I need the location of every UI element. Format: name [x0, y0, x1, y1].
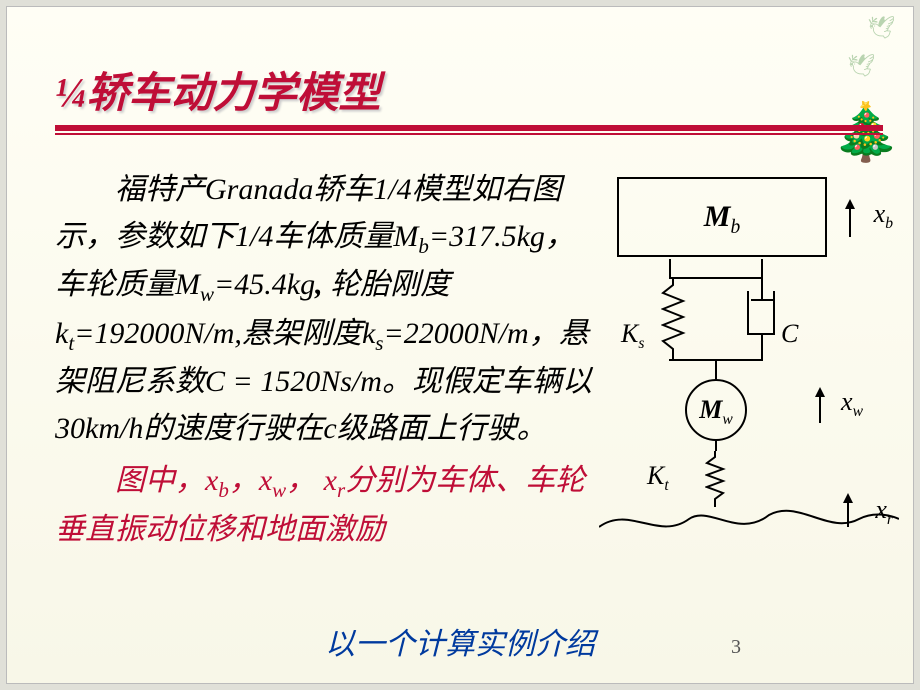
- dove-icon: 🕊: [847, 53, 875, 79]
- arrow-xw: [819, 395, 821, 423]
- conn-line: [761, 259, 763, 277]
- wheel-mass: Mw: [685, 379, 747, 441]
- arrow-xb: [849, 207, 851, 237]
- conn-line: [669, 259, 671, 277]
- label-xr: xr: [875, 495, 893, 529]
- road-profile: [599, 499, 899, 549]
- red-note-prefix: 图中，: [115, 464, 205, 497]
- dove-icon: 🕊: [867, 15, 895, 41]
- damper-cylinder: [747, 291, 775, 335]
- body-mass-box: Mb: [617, 177, 827, 257]
- label-kt: Kt: [647, 461, 669, 495]
- page-number: 3: [731, 636, 741, 659]
- conn-line: [715, 441, 717, 451]
- label-xb: xb: [874, 199, 893, 233]
- spring-ks: [661, 277, 691, 359]
- quarter-car-diagram: Mb xb Ks C Mw xw Kt: [599, 169, 899, 561]
- damper-rod: [761, 335, 763, 359]
- logo: 🕊 🕊 🎄: [821, 13, 901, 173]
- slide: 🕊 🕊 🎄 ¼轿车动力学模型 福特产Granada轿车1/4模型如右图示，参数如…: [6, 6, 914, 684]
- paragraph: 福特产Granada轿车1/4模型如右图示，参数如下1/4车体质量Mb=317.…: [55, 167, 603, 452]
- arrow-xr: [847, 501, 849, 527]
- body-text: 福特产Granada轿车1/4模型如右图示，参数如下1/4车体质量Mb=317.…: [55, 167, 603, 567]
- label-c: C: [781, 319, 798, 349]
- footer-note: 以一个计算实例介绍: [7, 619, 913, 663]
- slide-title: ¼轿车动力学模型: [55, 59, 381, 120]
- conn-line: [715, 359, 717, 379]
- label-ks: Ks: [621, 319, 644, 353]
- title-underline: [55, 125, 883, 135]
- red-note: 图中，xb，xw， xr分别为车体、车轮垂直振动位移和地面激励: [55, 458, 603, 553]
- label-xw: xw: [841, 387, 863, 421]
